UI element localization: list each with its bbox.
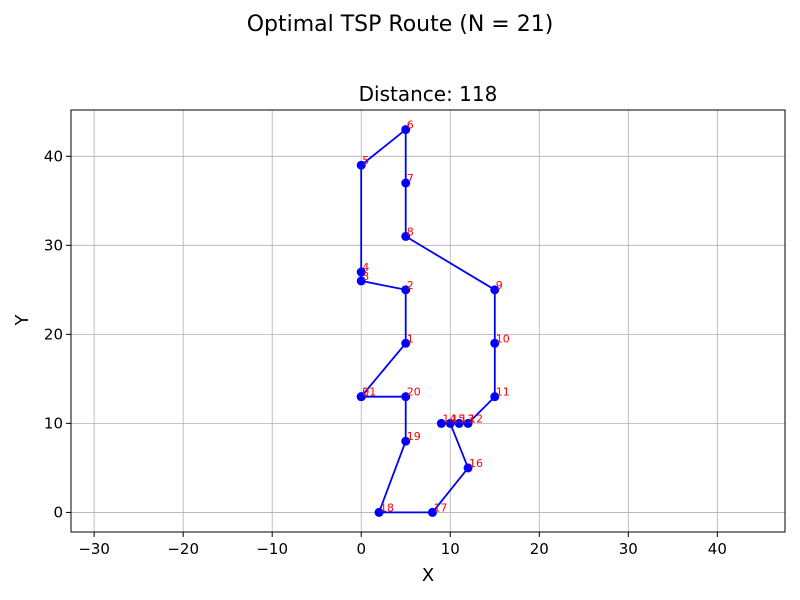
city-point-3: [356, 276, 366, 286]
city-point-11: [490, 392, 500, 402]
city-point-15: [445, 418, 455, 428]
y-axis-label: Y: [12, 314, 33, 327]
city-label-4: 4: [362, 261, 369, 274]
x-tick-label: 10: [441, 540, 460, 558]
city-point-12: [463, 418, 473, 428]
city-point-6: [401, 125, 411, 135]
x-tick-label: 20: [530, 540, 549, 558]
city-label-10: 10: [496, 332, 510, 345]
city-label-15: 15: [451, 412, 465, 425]
city-markers: [356, 125, 500, 517]
x-tick-label: 30: [619, 540, 638, 558]
city-point-1: [401, 338, 411, 348]
city-point-9: [490, 285, 500, 295]
city-label-21: 21: [362, 386, 376, 399]
city-label-18: 18: [380, 501, 394, 514]
y-tick-label: 20: [44, 325, 63, 343]
city-point-5: [356, 160, 366, 170]
x-tick-label: 40: [708, 540, 727, 558]
city-point-10: [490, 338, 500, 348]
y-axis-ticks: 0 10 20 30 40: [44, 147, 71, 521]
city-point-8: [401, 231, 411, 241]
city-point-14: [436, 418, 446, 428]
city-label-1: 1: [407, 332, 414, 345]
city-point-16: [463, 463, 473, 473]
city-label-6: 6: [407, 119, 414, 132]
city-label-13: 13: [460, 412, 474, 425]
route-line: [360, 128, 496, 514]
city-label-3: 3: [362, 270, 369, 283]
x-tick-label: −10: [256, 540, 288, 558]
city-label-14: 14: [442, 412, 456, 425]
y-tick-label: 30: [44, 236, 63, 254]
city-label-11: 11: [496, 386, 510, 399]
city-point-17: [427, 507, 437, 517]
city-label-19: 19: [407, 430, 421, 443]
x-tick-label: 0: [356, 540, 366, 558]
plot-frame: [70, 109, 786, 533]
city-label-16: 16: [469, 457, 483, 470]
city-point-20: [401, 392, 411, 402]
city-label-5: 5: [362, 154, 369, 167]
axes-title: Distance: 118: [359, 82, 498, 106]
y-tick-label: 0: [53, 503, 63, 521]
city-point-7: [401, 178, 411, 188]
city-point-19: [401, 436, 411, 446]
city-label-12: 12: [469, 412, 483, 425]
city-label-20: 20: [407, 386, 421, 399]
city-point-13: [454, 418, 464, 428]
x-tick-label: −20: [167, 540, 199, 558]
city-label-17: 17: [433, 501, 447, 514]
grid-lines: [71, 110, 785, 532]
city-point-4: [356, 267, 366, 277]
city-point-18: [374, 507, 384, 517]
city-label-8: 8: [407, 225, 414, 238]
y-tick-label: 10: [44, 414, 63, 432]
city-point-21: [356, 392, 366, 402]
route-lines: [360, 128, 496, 514]
city-label-0: 0: [362, 386, 369, 399]
city-label-9: 9: [496, 279, 503, 292]
x-tick-label: −30: [78, 540, 110, 558]
city-label-7: 7: [407, 172, 414, 185]
figure-suptitle: Optimal TSP Route (N = 21): [247, 12, 554, 37]
x-axis-ticks: −30 −20 −10 0 10 20 30 40: [78, 532, 727, 558]
city-label-2: 2: [407, 279, 414, 292]
x-axis-label: X: [422, 565, 434, 586]
city-point-2: [401, 285, 411, 295]
y-tick-label: 40: [44, 147, 63, 165]
